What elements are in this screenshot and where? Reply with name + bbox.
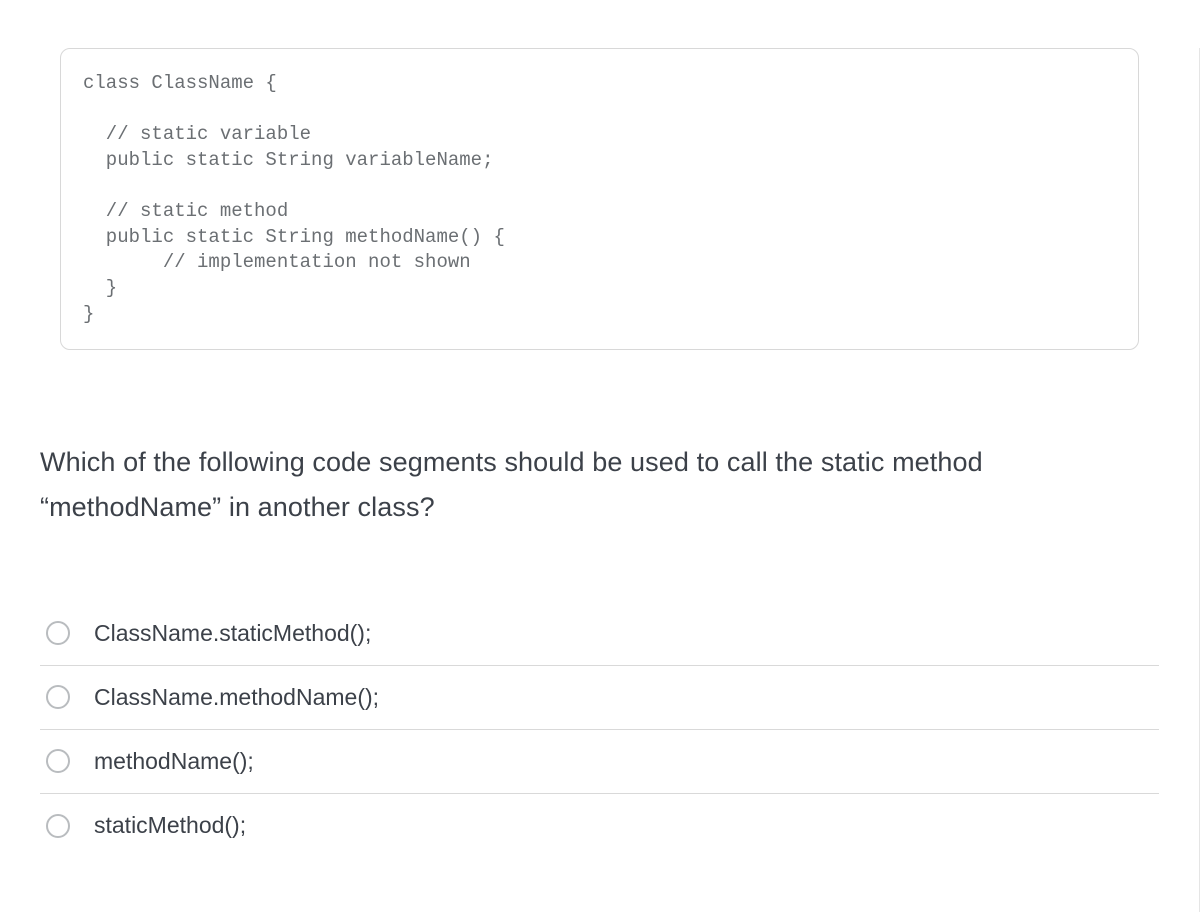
option-label: staticMethod(); [94,812,246,839]
code-block: class ClassName { // static variable pub… [60,48,1139,350]
radio-icon[interactable] [46,621,70,645]
options-list: ClassName.staticMethod(); ClassName.meth… [40,602,1159,858]
question-text: Which of the following code segments sho… [40,440,1159,529]
page-container: class ClassName { // static variable pub… [0,48,1200,912]
option-row[interactable]: ClassName.methodName(); [40,666,1159,730]
option-row[interactable]: methodName(); [40,730,1159,794]
content-wrapper: class ClassName { // static variable pub… [0,48,1199,858]
radio-icon[interactable] [46,685,70,709]
option-label: methodName(); [94,748,254,775]
option-row[interactable]: ClassName.staticMethod(); [40,602,1159,666]
option-label: ClassName.methodName(); [94,684,379,711]
code-text: class ClassName { // static variable pub… [83,72,505,325]
option-label: ClassName.staticMethod(); [94,620,371,647]
radio-icon[interactable] [46,814,70,838]
option-row[interactable]: staticMethod(); [40,794,1159,858]
radio-icon[interactable] [46,749,70,773]
